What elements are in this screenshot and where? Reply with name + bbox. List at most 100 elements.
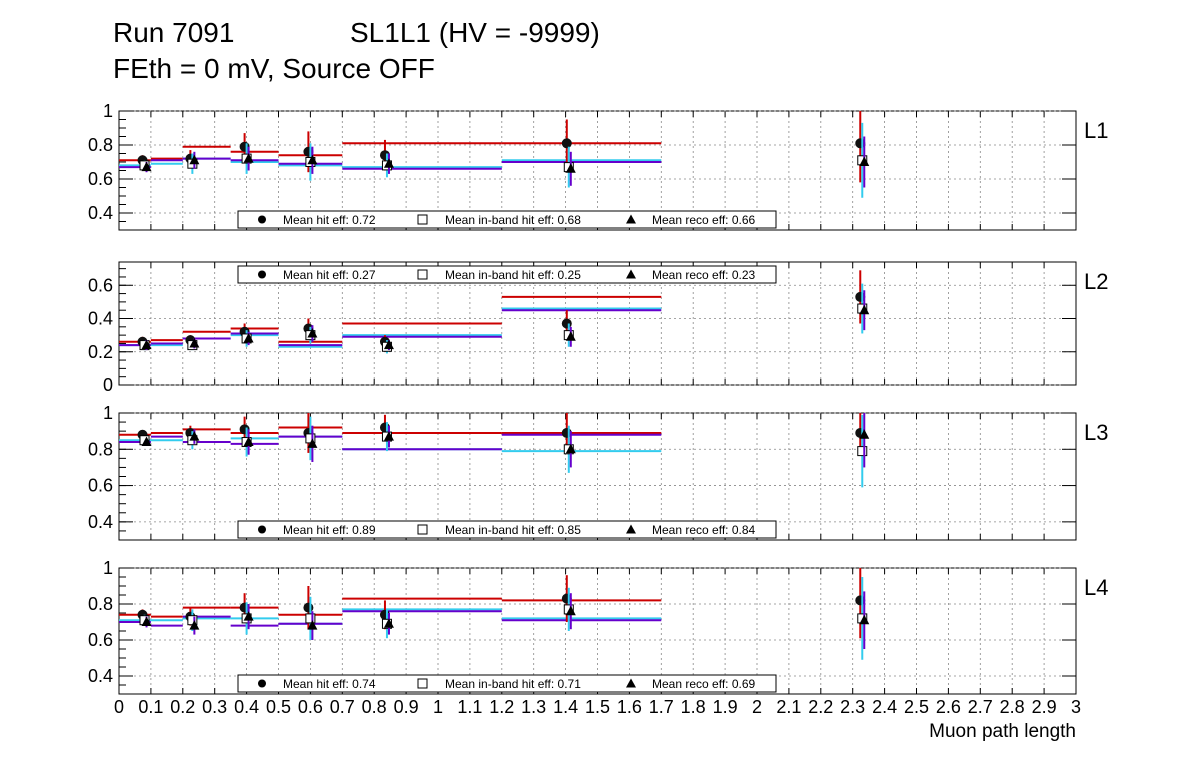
point-reco xyxy=(383,431,394,441)
point-hit xyxy=(561,138,572,149)
y-tick-label: 0.4 xyxy=(88,512,113,532)
y-tick-label: 0.4 xyxy=(88,203,113,223)
y-tick-label: 0.8 xyxy=(88,135,113,155)
legend-reco-text: Mean reco eff: 0.23 xyxy=(652,268,756,282)
legend-marker-hit xyxy=(258,215,266,224)
panel-l4: 0.4 0.6 0.8 1 L4 Mean hit eff: 0.74 Mean in-ba… xyxy=(88,558,1108,695)
point-reco xyxy=(243,332,254,343)
y-tick-label: 0.4 xyxy=(88,309,113,329)
legend-marker-reco xyxy=(626,269,636,279)
title-run: Run 7091 xyxy=(113,17,234,48)
point-reco xyxy=(565,443,576,454)
x-tick-label: 1 xyxy=(433,697,443,717)
legend-marker-hit xyxy=(258,270,266,279)
x-tick-label: 0.2 xyxy=(170,697,195,717)
x-tick-label: 2.3 xyxy=(840,697,865,717)
y-tick-label: 0.8 xyxy=(88,439,113,459)
legend-inband-text: Mean in-band hit eff: 0.85 xyxy=(445,523,581,537)
legend-box xyxy=(237,210,777,229)
x-tick-label: 1.3 xyxy=(521,697,546,717)
legend-marker-hit xyxy=(258,525,266,534)
y-tick-label: 0.4 xyxy=(88,666,113,686)
x-tick-label: 2.9 xyxy=(1032,697,1057,717)
legend-reco-text: Mean reco eff: 0.66 xyxy=(652,213,756,227)
x-tick-label: 1.1 xyxy=(457,697,482,717)
x-tick-label: 2.2 xyxy=(808,697,833,717)
x-tick-label: 1.9 xyxy=(713,697,738,717)
legend: Mean hit eff: 0.89 Mean in-band hit eff: … xyxy=(237,520,777,539)
point-reco xyxy=(383,339,394,350)
point-reco xyxy=(189,431,200,441)
y-tick-label: 0.8 xyxy=(88,594,113,614)
legend-marker-inband xyxy=(417,678,428,689)
point-reco xyxy=(189,154,200,165)
y-tick-label: 1 xyxy=(103,403,113,423)
panel-l3: 0.4 0.6 0.8 1 L3 Mean hit eff: 0.89 Mean in-ba… xyxy=(88,403,1108,541)
series-hit xyxy=(119,426,662,436)
markers-reco xyxy=(141,136,870,188)
y-tick-label: 0.6 xyxy=(88,275,113,295)
point-reco xyxy=(859,304,870,315)
x-tick-label: 2.8 xyxy=(1000,697,1025,717)
point-reco xyxy=(141,161,152,172)
y-tick-label: 0.6 xyxy=(88,169,113,189)
markers-reco xyxy=(141,290,870,351)
panel-label: L3 xyxy=(1084,420,1108,445)
legend-inband-text: Mean in-band hit eff: 0.25 xyxy=(445,268,581,282)
y-tick-label: 1 xyxy=(103,558,113,578)
legend: Mean hit eff: 0.74 Mean in-band hit eff: … xyxy=(237,674,777,693)
x-tick-label: 2.6 xyxy=(936,697,961,717)
legend-marker-hit xyxy=(258,679,266,688)
point-reco xyxy=(141,339,152,350)
x-tick-label: 0.6 xyxy=(298,697,323,717)
series-hit xyxy=(119,295,662,343)
x-tick-label: 2.1 xyxy=(776,697,801,717)
x-tick-label: 2.4 xyxy=(872,697,897,717)
legend-hit-text: Mean hit eff: 0.74 xyxy=(283,677,376,691)
legend-box xyxy=(237,265,777,284)
series-reco xyxy=(119,309,662,347)
legend-reco-text: Mean reco eff: 0.84 xyxy=(652,523,756,537)
point-reco xyxy=(141,616,152,626)
legend: Mean hit eff: 0.27 Mean in-band hit eff: … xyxy=(237,265,777,284)
x-tick-label: 1.2 xyxy=(489,697,514,717)
series-reco xyxy=(119,157,662,170)
point-reco xyxy=(565,163,576,173)
x-tick-label: 0.4 xyxy=(234,697,259,717)
x-tick-label: 1.4 xyxy=(553,697,578,717)
point-hit xyxy=(561,318,572,329)
y-tick-label: 0.6 xyxy=(88,630,113,650)
y-tick-label: 0.6 xyxy=(88,476,113,496)
point-reco xyxy=(307,438,318,448)
legend-hit-text: Mean hit eff: 0.72 xyxy=(283,213,376,227)
markers-reco xyxy=(141,413,870,468)
panel-label: L2 xyxy=(1084,269,1108,294)
y-tick-label: 1 xyxy=(103,101,113,121)
x-tick-label: 1.6 xyxy=(617,697,642,717)
point-reco xyxy=(565,605,576,616)
point-reco xyxy=(141,436,152,447)
point-reco xyxy=(859,156,870,166)
x-tick-label: 0.5 xyxy=(266,697,291,717)
point-hit xyxy=(303,602,314,613)
x-axis-title: Muon path length xyxy=(929,721,1076,742)
y-tick-label: 0 xyxy=(103,375,113,395)
point-reco xyxy=(243,611,254,621)
x-tick-label: 0.7 xyxy=(330,697,355,717)
point-inband xyxy=(857,446,868,457)
point-reco xyxy=(243,436,254,447)
series-inband xyxy=(119,608,662,625)
x-tick-label: 0.1 xyxy=(138,697,163,717)
x-tick-label: 2 xyxy=(752,697,762,717)
point-reco xyxy=(383,158,394,168)
panel-label: L4 xyxy=(1084,575,1108,600)
legend-box xyxy=(237,520,777,539)
point-reco xyxy=(189,337,200,348)
y-tick-label: 0.2 xyxy=(88,342,113,362)
x-tick-label: 2.5 xyxy=(904,697,929,717)
x-tick-label: 0.8 xyxy=(362,697,387,717)
x-tick-label: 3 xyxy=(1071,697,1081,717)
point-reco xyxy=(859,429,870,439)
legend-marker-reco xyxy=(626,678,636,688)
